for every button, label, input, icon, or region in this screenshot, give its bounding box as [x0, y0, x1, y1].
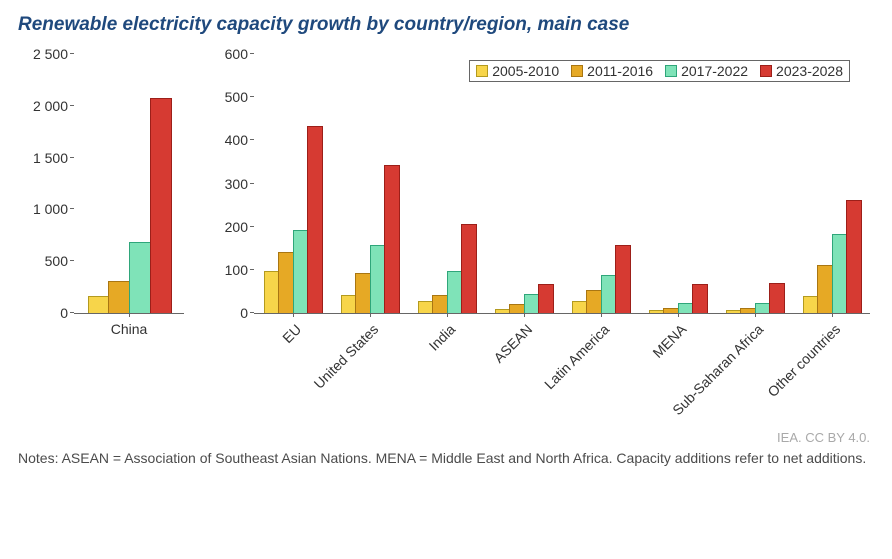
- bar: [108, 281, 131, 313]
- legend-item: 2017-2022: [665, 63, 748, 79]
- legend-swatch: [760, 65, 772, 77]
- bar: [150, 98, 173, 313]
- y-tick-mark: [250, 53, 254, 54]
- bar: [384, 165, 400, 313]
- x-tick-mark: [447, 313, 448, 317]
- legend-item: 2011-2016: [571, 63, 653, 79]
- chart-title: Renewable electricity capacity growth by…: [0, 0, 892, 44]
- left-panel: 0 500 1 000 1 500 2 000 2 500 China: [18, 44, 188, 424]
- y-tick-label: 0: [240, 305, 254, 321]
- bar: [769, 283, 785, 313]
- right-panel: 2005-2010 2011-2016 2017-2022 2023-2028 0 10…: [198, 44, 874, 424]
- legend-label: 2023-2028: [776, 63, 843, 79]
- bar: [846, 200, 862, 313]
- y-tick-label: 1 000: [33, 201, 74, 217]
- y-tick-mark: [250, 226, 254, 227]
- x-category-label: Other countries: [764, 321, 843, 400]
- x-tick-mark: [755, 313, 756, 317]
- y-tick-label: 200: [225, 219, 254, 235]
- x-category-label: Latin America: [541, 321, 612, 392]
- x-tick-mark: [601, 313, 602, 317]
- x-tick-mark: [832, 313, 833, 317]
- y-tick-mark: [70, 157, 74, 158]
- y-tick-label: 500: [45, 253, 74, 269]
- y-tick-label: 100: [225, 262, 254, 278]
- x-tick-mark: [370, 313, 371, 317]
- right-plot: 2005-20102011-20162017-20222023-2028 010…: [254, 54, 870, 314]
- x-tick-mark: [524, 313, 525, 317]
- charts-row: 05001 0001 5002 0002 500China 2005-20102…: [0, 44, 892, 424]
- legend-item: 2023-2028: [760, 63, 843, 79]
- y-tick-label: 2 000: [33, 98, 74, 114]
- y-tick-label: 1 500: [33, 150, 74, 166]
- notes: Notes: ASEAN = Association of Southeast …: [0, 447, 892, 468]
- x-category-label: China: [111, 321, 148, 337]
- y-tick-mark: [250, 183, 254, 184]
- bar: [461, 224, 477, 313]
- y-tick-label: 400: [225, 132, 254, 148]
- bar: [88, 296, 111, 313]
- y-tick-label: 0: [60, 305, 74, 321]
- attribution: IEA. CC BY 4.0.: [0, 424, 892, 447]
- legend-swatch: [571, 65, 583, 77]
- y-tick-mark: [70, 53, 74, 54]
- y-tick-label: 600: [225, 46, 254, 62]
- legend: 2005-2010 2011-2016 2017-2022 2023-2028: [469, 60, 850, 82]
- y-tick-label: 500: [225, 89, 254, 105]
- y-tick-label: 300: [225, 176, 254, 192]
- bar: [692, 284, 708, 313]
- y-tick-mark: [250, 139, 254, 140]
- x-tick-mark: [293, 313, 294, 317]
- legend-item: 2005-2010: [476, 63, 559, 79]
- y-tick-mark: [70, 208, 74, 209]
- y-tick-mark: [70, 260, 74, 261]
- bar: [538, 284, 554, 313]
- legend-swatch: [476, 65, 488, 77]
- y-tick-mark: [250, 312, 254, 313]
- y-tick-label: 2 500: [33, 46, 74, 62]
- y-tick-mark: [250, 269, 254, 270]
- legend-label: 2017-2022: [681, 63, 748, 79]
- x-category-label: India: [425, 321, 458, 354]
- x-tick-mark: [129, 313, 130, 317]
- y-tick-mark: [70, 105, 74, 106]
- x-category-label: EU: [279, 321, 304, 346]
- bar: [615, 245, 631, 313]
- x-category-label: ASEAN: [490, 321, 535, 366]
- left-plot: 05001 0001 5002 0002 500China: [74, 54, 184, 314]
- bar: [307, 126, 323, 313]
- y-tick-mark: [250, 96, 254, 97]
- y-tick-mark: [70, 312, 74, 313]
- legend-swatch: [665, 65, 677, 77]
- x-tick-mark: [678, 313, 679, 317]
- legend-label: 2005-2010: [492, 63, 559, 79]
- x-category-label: United States: [310, 321, 381, 392]
- bar: [129, 242, 152, 313]
- x-category-label: MENA: [649, 321, 689, 361]
- legend-label: 2011-2016: [587, 63, 653, 79]
